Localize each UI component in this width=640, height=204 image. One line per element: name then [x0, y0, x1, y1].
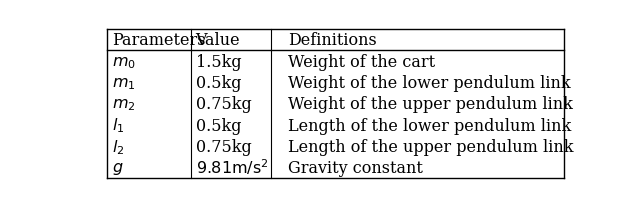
Text: $9.81\mathrm{m/s}^2$: $9.81\mathrm{m/s}^2$: [196, 158, 268, 178]
Text: 1.5kg: 1.5kg: [196, 53, 241, 70]
Text: $l_1$: $l_1$: [112, 116, 125, 135]
Text: Value: Value: [196, 32, 240, 49]
Text: $g$: $g$: [112, 159, 124, 176]
Text: Length of the upper pendulum link: Length of the upper pendulum link: [288, 138, 573, 155]
Text: $m_2$: $m_2$: [112, 96, 136, 113]
Text: $l_2$: $l_2$: [112, 137, 125, 156]
Text: Length of the lower pendulum link: Length of the lower pendulum link: [288, 117, 572, 134]
Text: Parameters: Parameters: [112, 32, 206, 49]
Text: Gravity constant: Gravity constant: [288, 159, 423, 176]
Text: Weight of the upper pendulum link: Weight of the upper pendulum link: [288, 96, 573, 113]
Text: 0.5kg: 0.5kg: [196, 74, 241, 91]
Text: Weight of the lower pendulum link: Weight of the lower pendulum link: [288, 74, 571, 91]
Text: Weight of the cart: Weight of the cart: [288, 53, 435, 70]
Text: Definitions: Definitions: [288, 32, 377, 49]
Text: $m_1$: $m_1$: [112, 74, 136, 91]
Text: 0.75kg: 0.75kg: [196, 96, 252, 113]
Text: 0.5kg: 0.5kg: [196, 117, 241, 134]
Text: $m_0$: $m_0$: [112, 53, 136, 70]
Text: 0.75kg: 0.75kg: [196, 138, 252, 155]
